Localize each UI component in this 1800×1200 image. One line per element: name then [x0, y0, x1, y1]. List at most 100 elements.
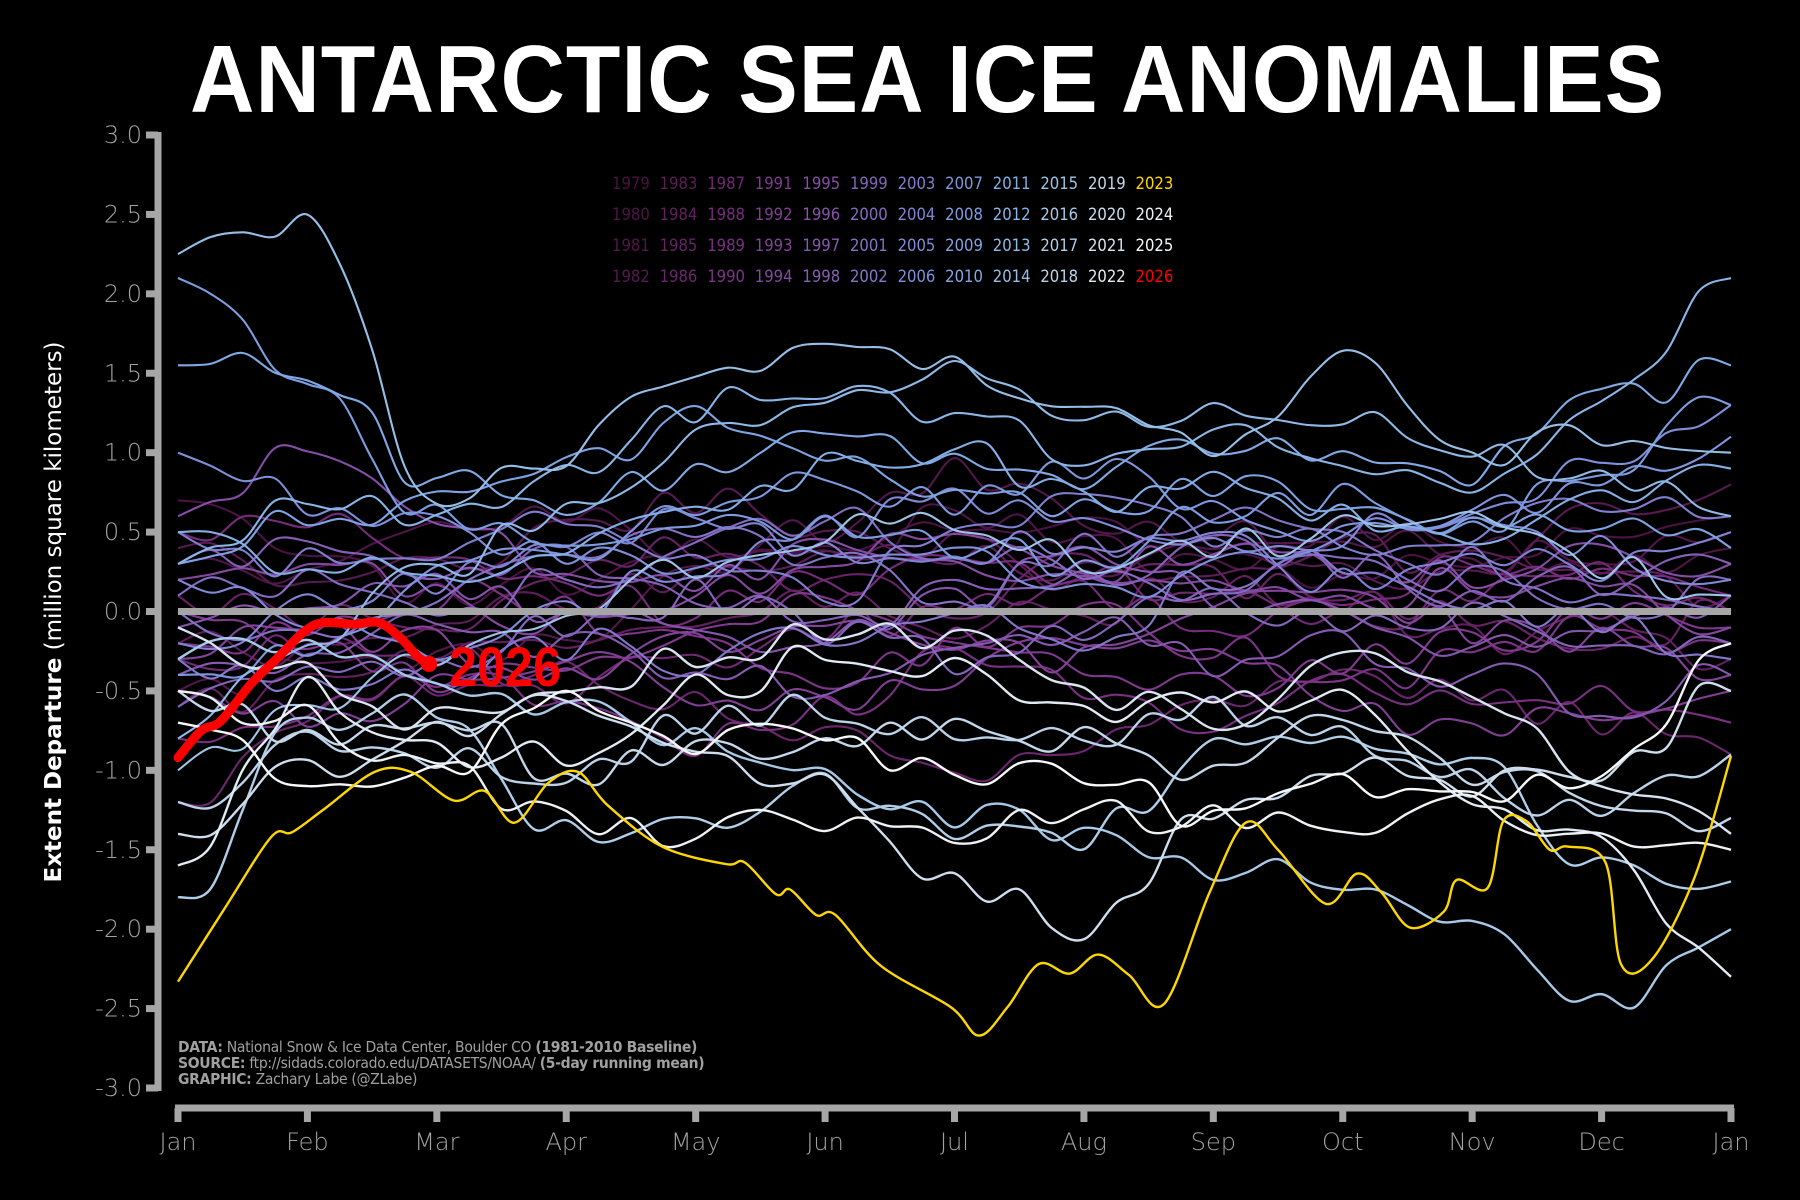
x-tick-label: May [671, 1128, 721, 1156]
legend-entry-2018: 2018 [1040, 267, 1079, 286]
legend-entry-2026: 2026 [1135, 267, 1174, 286]
legend-entry-1986: 1986 [659, 267, 698, 286]
y-tick-label: -0.5 [95, 677, 142, 705]
series-line-1993 [177, 588, 1732, 682]
series-line-2024 [177, 689, 1732, 851]
x-tick-label: Dec [1578, 1128, 1624, 1156]
credit-data: DATA: National Snow & Ice Data Center, B… [178, 1039, 697, 1055]
y-axis-label: Extent Departure (million square kilomet… [41, 341, 67, 882]
year-legend: 1979 1983 1987 1991 1995 1999 2003 2007 2011 2015… [612, 168, 1183, 292]
x-tick-label: Sep [1191, 1128, 1236, 1156]
legend-entry-2020: 2020 [1087, 205, 1126, 224]
legend-entry-2001: 2001 [849, 236, 888, 255]
legend-row: 1979 1983 1987 1991 1995 1999 2003 2007 2011 2015… [612, 168, 1183, 199]
credit-graphic-label: GRAPHIC: [178, 1070, 252, 1088]
legend-entry-2004: 2004 [897, 205, 936, 224]
series-line-1991 [177, 592, 1732, 698]
series-line-2018 [177, 693, 1732, 817]
series-line-1999 [177, 578, 1732, 708]
series-line-1998 [177, 533, 1732, 628]
x-tick-label: Apr [545, 1128, 587, 1156]
series-line-1997 [177, 613, 1732, 720]
legend-entry-2022: 2022 [1087, 267, 1126, 286]
legend-entry-2008: 2008 [945, 205, 983, 224]
series-line-2011 [177, 440, 1732, 583]
x-tick-label: Aug [1061, 1128, 1107, 1156]
y-axis-label-bold: Extent Departure [41, 657, 67, 883]
series-line-2022 [177, 644, 1732, 978]
legend-entry-1994: 1994 [754, 267, 793, 286]
x-tick-label: Oct [1322, 1128, 1364, 1156]
series-line-1985 [177, 536, 1732, 652]
legend-entry-2012: 2012 [992, 205, 1031, 224]
legend-entry-1999: 1999 [849, 174, 888, 193]
credit-source-suffix: (5-day running mean) [539, 1054, 705, 1072]
legend-entry-2017: 2017 [1040, 236, 1079, 255]
series-line-1980 [177, 503, 1732, 585]
legend-entry-2005: 2005 [897, 236, 936, 255]
x-tick-label: Jan [160, 1128, 197, 1156]
y-tick-label: 1.0 [104, 439, 142, 467]
legend-entry-2013: 2013 [992, 236, 1031, 255]
legend-entry-1988: 1988 [707, 205, 745, 224]
series-line-2026 [173, 617, 434, 763]
series-line-2017 [177, 693, 1732, 900]
legend-entry-1992: 1992 [754, 205, 793, 224]
series-line-2020 [177, 681, 1732, 942]
legend-row: 1982 1986 1990 1994 1998 2002 2006 2010 2014 2018… [612, 261, 1183, 292]
y-tick-label: 0.0 [104, 598, 142, 626]
series-line-2021 [177, 622, 1732, 835]
series-line-2023 [176, 755, 1733, 1037]
legend-entry-1985: 1985 [659, 236, 698, 255]
legend-entry-2011: 2011 [992, 174, 1031, 193]
series-line-2006 [177, 404, 1732, 599]
series-line-1992 [177, 636, 1732, 737]
x-tick-label: Feb [286, 1128, 329, 1156]
x-tick-label: Jun [806, 1128, 844, 1156]
legend-row: 1980 1984 1988 1992 1996 2000 2004 2008 2012 2016… [612, 199, 1183, 230]
credit-data-text: National Snow & Ice Data Center, Boulder… [222, 1038, 536, 1056]
series-line-2013 [177, 359, 1732, 740]
y-tick-label: -1.5 [95, 836, 142, 864]
series-line-1986 [177, 660, 1732, 807]
legend-row: 1981 1985 1989 1993 1997 2001 2005 2009 2013 2017… [612, 230, 1183, 261]
legend-entry-2007: 2007 [945, 174, 983, 193]
legend-entry-1989: 1989 [707, 236, 745, 255]
legend-entry-1995: 1995 [802, 174, 841, 193]
legend-entry-2024: 2024 [1135, 205, 1174, 224]
credit-graphic: GRAPHIC: Zachary Labe (@ZLabe) [178, 1071, 417, 1087]
series-line-1995 [177, 444, 1732, 592]
tick-labels: 3.0 2.5 2.0 1.5 1.0 0.5 0.0 -0.5 -1.0 -1.5 -2.0 -2.… [95, 121, 1749, 1156]
y-tick-label: 0.5 [104, 518, 142, 546]
legend-entry-2015: 2015 [1040, 174, 1079, 193]
annotation-2026-label: 2026 [449, 634, 562, 698]
y-tick-label: 2.0 [104, 280, 142, 308]
y-tick-label: -1.0 [95, 756, 142, 784]
legend-entry-2014: 2014 [992, 267, 1031, 286]
legend-entry-2003: 2003 [897, 174, 936, 193]
legend-entry-2016: 2016 [1040, 205, 1079, 224]
legend-entry-1996: 1996 [802, 205, 841, 224]
legend-entry-1981: 1981 [612, 236, 650, 255]
legend-entry-1982: 1982 [612, 267, 650, 286]
x-tick-label: Mar [414, 1128, 459, 1156]
series-line-1981 [177, 457, 1732, 696]
legend-entry-1993: 1993 [754, 236, 793, 255]
series-line-2004 [177, 507, 1732, 651]
x-tick-label: Jan [1713, 1128, 1750, 1156]
axes-layer [146, 131, 1735, 1122]
y-axis-label-units: (million square kilometers) [41, 341, 67, 651]
legend-entry-2019: 2019 [1087, 174, 1126, 193]
series-line-2012 [177, 276, 1732, 565]
legend-entry-2000: 2000 [849, 205, 888, 224]
legend-entry-2023: 2023 [1135, 174, 1174, 193]
legend-entry-2009: 2009 [945, 236, 983, 255]
series-2026-end-marker [421, 655, 438, 672]
y-tick-label: 3.0 [104, 121, 142, 149]
legend-entry-2002: 2002 [849, 267, 888, 286]
legend-entry-1997: 1997 [802, 236, 841, 255]
x-tick-label: Jul [940, 1128, 969, 1156]
series-line-2010 [177, 351, 1732, 516]
series-line-2008 [177, 277, 1732, 577]
